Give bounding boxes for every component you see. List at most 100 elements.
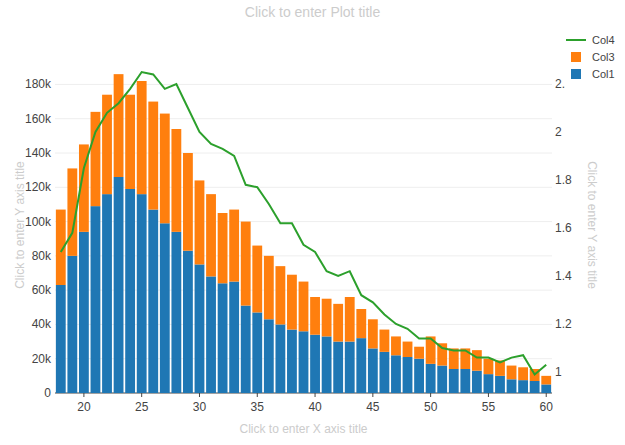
tick [199, 393, 200, 397]
legend-label: Col1 [592, 68, 615, 80]
bar [356, 338, 366, 393]
x-axis-title: Click to enter X axis title [239, 422, 367, 436]
bar [379, 352, 389, 393]
tick-label: 140k [25, 146, 52, 160]
bar [195, 180, 205, 264]
bar [322, 299, 332, 337]
bar [206, 194, 216, 276]
bar [437, 366, 447, 393]
bar [345, 342, 355, 393]
bar [264, 319, 274, 393]
bar [472, 371, 482, 393]
bar [333, 342, 343, 393]
tick [546, 393, 547, 397]
bar [460, 369, 470, 393]
bar [484, 374, 494, 393]
bar [229, 282, 239, 393]
bar [507, 366, 517, 380]
bar [91, 206, 101, 393]
tick-label: 45 [366, 400, 380, 414]
tick [83, 393, 84, 397]
bar [333, 304, 343, 342]
tick-label: 120k [25, 180, 52, 194]
tick-label: 1.2 [555, 317, 572, 331]
bar [518, 380, 528, 393]
tick-label: 1.6 [555, 221, 572, 235]
tick [552, 324, 553, 325]
bar [322, 336, 332, 393]
tick-label: 40k [32, 317, 52, 331]
bar [426, 364, 436, 393]
bar [287, 330, 297, 393]
bar [541, 376, 551, 385]
bar [518, 367, 528, 380]
legend-label: Col3 [592, 51, 615, 63]
bar [114, 74, 124, 177]
tick [430, 393, 431, 397]
bar [275, 266, 285, 324]
tick-label: 100k [25, 215, 52, 229]
legend: Col4 Col3 Col1 [566, 34, 615, 80]
chart: 202530354045505560020k40k60k80k100k120k1… [0, 0, 625, 445]
bar [449, 348, 459, 369]
tick [552, 180, 553, 181]
tick-label: 20 [77, 400, 91, 414]
y2-axis-title: Click to enter Y axis title [585, 161, 599, 289]
bar [403, 357, 413, 393]
bar [391, 355, 401, 393]
tick-label: 40 [308, 400, 322, 414]
bar [183, 153, 193, 251]
bar [241, 222, 251, 306]
legend-label: Col4 [592, 34, 615, 46]
bar [310, 335, 320, 393]
bar [160, 223, 170, 393]
bar [368, 319, 378, 348]
bar [414, 359, 424, 393]
bar [183, 251, 193, 393]
tick-label: 50 [424, 400, 438, 414]
tick-label: 2 [555, 125, 562, 139]
bar [541, 384, 551, 393]
tick-label: 180k [25, 77, 52, 91]
tick-label: 25 [135, 400, 149, 414]
bar [391, 336, 401, 355]
bar [264, 256, 274, 319]
tick-label: 2. [555, 77, 565, 91]
tick-label: 1.4 [555, 269, 572, 283]
bar [403, 342, 413, 357]
bar [171, 129, 181, 232]
bar [472, 350, 482, 371]
bar [102, 194, 112, 393]
tick [552, 84, 553, 85]
tick-label: 20k [32, 352, 52, 366]
legend-symbol [571, 69, 581, 79]
bar [114, 177, 124, 393]
bar [252, 246, 262, 313]
bar [148, 102, 158, 210]
title: Click to enter Plot title [245, 4, 381, 20]
bar [507, 379, 517, 393]
legend-symbol [566, 39, 586, 41]
bar [437, 343, 447, 365]
tick [315, 393, 316, 397]
bar [414, 347, 424, 359]
bar [125, 95, 135, 189]
tick-label: 35 [251, 400, 265, 414]
tick [552, 276, 553, 277]
bar [79, 232, 89, 393]
bar [206, 276, 216, 393]
tick [372, 393, 373, 397]
bar [449, 369, 459, 393]
bar [137, 81, 147, 194]
tick-label: 60 [540, 400, 554, 414]
bar [275, 324, 285, 393]
bar [252, 312, 262, 393]
legend-symbol [571, 52, 581, 62]
bar [218, 283, 228, 393]
bar [299, 282, 309, 332]
tick [488, 393, 489, 397]
bar [484, 359, 494, 374]
tick-label: 0 [44, 386, 51, 400]
tick [552, 228, 553, 229]
tick-label: 55 [482, 400, 496, 414]
